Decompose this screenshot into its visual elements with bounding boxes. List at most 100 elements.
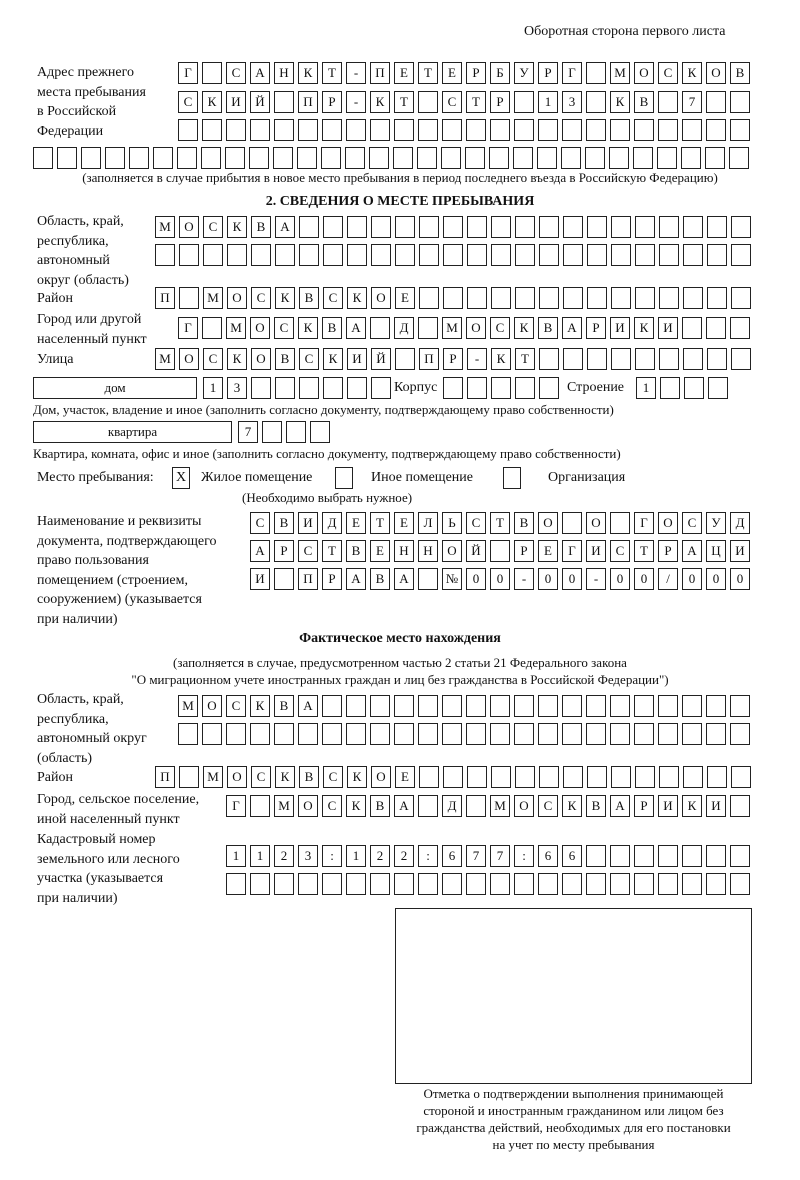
letter-cell[interactable]: № [442, 568, 462, 590]
letter-cell[interactable]: О [298, 795, 318, 817]
letter-cell[interactable]: Ц [706, 540, 726, 562]
letter-cell[interactable]: Р [322, 568, 342, 590]
letter-cell[interactable] [539, 766, 559, 788]
letter-cell[interactable]: М [203, 766, 223, 788]
letter-cell[interactable]: В [322, 317, 342, 339]
letter-cell[interactable]: Т [370, 512, 390, 534]
letter-cell[interactable] [514, 695, 534, 717]
letter-cell[interactable] [514, 723, 534, 745]
letter-cell[interactable] [634, 845, 654, 867]
letter-cell[interactable] [466, 873, 486, 895]
letter-cell[interactable]: 2 [370, 845, 390, 867]
letter-cell[interactable]: О [371, 287, 391, 309]
letter-cell[interactable] [310, 421, 330, 443]
letter-cell[interactable] [370, 723, 390, 745]
letter-cell[interactable]: : [322, 845, 342, 867]
letter-cell[interactable]: И [347, 348, 367, 370]
letter-cell[interactable] [250, 873, 270, 895]
letter-cell[interactable]: Г [226, 795, 246, 817]
letter-cell[interactable]: К [347, 287, 367, 309]
letter-cell[interactable] [634, 695, 654, 717]
letter-cell[interactable] [347, 244, 367, 266]
letter-cell[interactable] [514, 91, 534, 113]
letter-cell[interactable] [395, 216, 415, 238]
letter-cell[interactable]: К [347, 766, 367, 788]
letter-cell[interactable] [683, 287, 703, 309]
letter-cell[interactable]: 0 [682, 568, 702, 590]
letter-cell[interactable] [443, 216, 463, 238]
stay-other-checkbox[interactable] [335, 467, 353, 489]
letter-cell[interactable] [659, 216, 679, 238]
letter-cell[interactable]: Е [370, 540, 390, 562]
letter-cell[interactable]: Д [394, 317, 414, 339]
letter-cell[interactable] [346, 119, 366, 141]
letter-cell[interactable]: - [346, 62, 366, 84]
letter-cell[interactable]: В [538, 317, 558, 339]
letter-cell[interactable]: М [155, 348, 175, 370]
letter-cell[interactable]: Й [250, 91, 270, 113]
letter-cell[interactable]: 0 [466, 568, 486, 590]
letter-cell[interactable]: О [227, 287, 247, 309]
letter-cell[interactable] [275, 244, 295, 266]
letter-cell[interactable]: Р [538, 62, 558, 84]
letter-cell[interactable]: 3 [562, 91, 582, 113]
letter-cell[interactable]: К [514, 317, 534, 339]
letter-cell[interactable] [586, 119, 606, 141]
letter-cell[interactable]: В [299, 287, 319, 309]
letter-cell[interactable]: Л [418, 512, 438, 534]
letter-cell[interactable]: О [634, 62, 654, 84]
letter-cell[interactable]: С [323, 287, 343, 309]
letter-cell[interactable] [491, 287, 511, 309]
letter-cell[interactable] [371, 216, 391, 238]
letter-cell[interactable] [201, 147, 221, 169]
letter-cell[interactable] [730, 873, 750, 895]
letter-cell[interactable]: С [203, 348, 223, 370]
letter-cell[interactable]: А [298, 695, 318, 717]
letter-cell[interactable]: К [346, 795, 366, 817]
letter-cell[interactable]: Т [515, 348, 535, 370]
letter-cell[interactable] [419, 216, 439, 238]
letter-cell[interactable]: 7 [682, 91, 702, 113]
letter-cell[interactable]: : [418, 845, 438, 867]
letter-cell[interactable]: 0 [730, 568, 750, 590]
letter-cell[interactable]: О [251, 348, 271, 370]
letter-cell[interactable]: Е [394, 512, 414, 534]
letter-cell[interactable] [467, 766, 487, 788]
letter-cell[interactable] [418, 91, 438, 113]
letter-cell[interactable] [706, 91, 726, 113]
letter-cell[interactable] [262, 421, 282, 443]
letter-cell[interactable]: 7 [466, 845, 486, 867]
letter-cell[interactable]: Н [418, 540, 438, 562]
letter-cell[interactable] [347, 216, 367, 238]
letter-cell[interactable] [179, 766, 199, 788]
letter-cell[interactable] [178, 119, 198, 141]
letter-cell[interactable] [682, 317, 702, 339]
letter-cell[interactable] [322, 695, 342, 717]
letter-cell[interactable] [491, 766, 511, 788]
letter-cell[interactable] [393, 147, 413, 169]
letter-cell[interactable]: 0 [706, 568, 726, 590]
letter-cell[interactable] [611, 766, 631, 788]
letter-cell[interactable] [682, 845, 702, 867]
letter-cell[interactable] [610, 695, 630, 717]
letter-cell[interactable] [610, 845, 630, 867]
letter-cell[interactable] [586, 695, 606, 717]
letter-cell[interactable] [442, 723, 462, 745]
letter-cell[interactable] [611, 348, 631, 370]
letter-cell[interactable]: М [610, 62, 630, 84]
letter-cell[interactable] [539, 216, 559, 238]
letter-cell[interactable] [731, 287, 751, 309]
letter-cell[interactable]: В [370, 795, 390, 817]
letter-cell[interactable]: А [394, 795, 414, 817]
letter-cell[interactable]: - [514, 568, 534, 590]
letter-cell[interactable]: К [562, 795, 582, 817]
letter-cell[interactable] [658, 91, 678, 113]
letter-cell[interactable] [202, 723, 222, 745]
letter-cell[interactable]: П [155, 287, 175, 309]
letter-cell[interactable] [153, 147, 173, 169]
letter-cell[interactable] [610, 873, 630, 895]
letter-cell[interactable]: Т [322, 540, 342, 562]
letter-cell[interactable]: Р [490, 91, 510, 113]
letter-cell[interactable]: К [227, 348, 247, 370]
letter-cell[interactable] [611, 244, 631, 266]
